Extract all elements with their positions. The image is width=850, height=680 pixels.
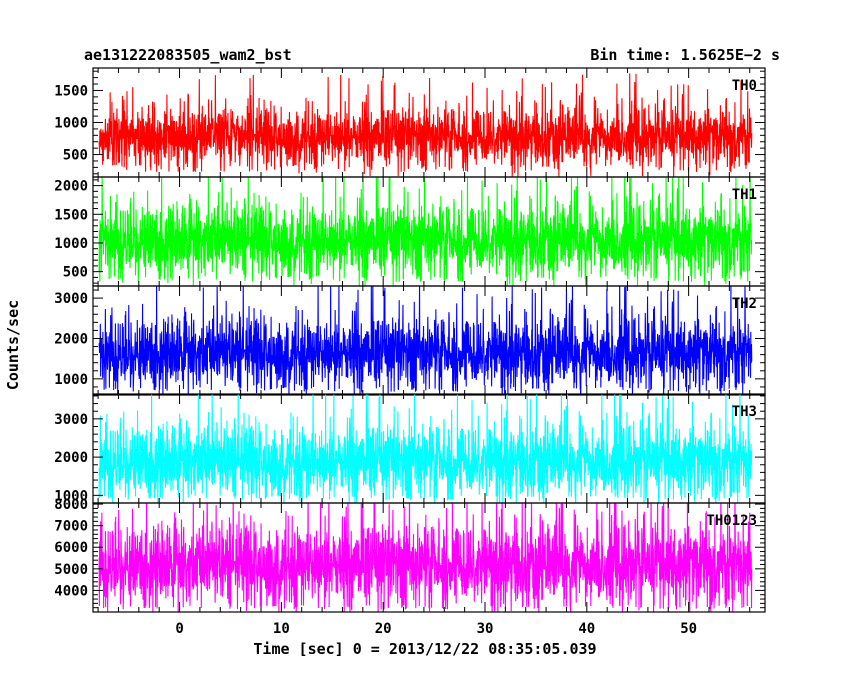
panel-label-th3: TH3 [732, 404, 757, 420]
x-tick-label: 20 [375, 621, 392, 637]
panel-th2: 1000 2000 3000 TH2 [54, 285, 766, 396]
panel-label-th0123: TH0123 [706, 513, 757, 529]
x-tick-label: 30 [477, 621, 494, 637]
y-tick-label: 1000 [54, 236, 88, 252]
bin-time-label: Bin time: 1.5625E−2 s [590, 46, 780, 64]
panel-frame [92, 285, 766, 396]
panel-frame [92, 502, 766, 613]
panel-label-th2: TH2 [732, 296, 757, 312]
y-tick-label: 7000 [54, 519, 88, 535]
panel-th1: 500 1000 1500 2000 TH1 [54, 176, 766, 287]
y-tick-label: 5000 [54, 562, 88, 578]
y-tick-label: 500 [63, 265, 88, 281]
series-line-th3 [98, 394, 753, 503]
panel-th0123: 4000 5000 6000 7000 8000 TH0123 [54, 497, 766, 613]
x-tick-label: 50 [680, 621, 697, 637]
y-tick-label: 500 [63, 148, 88, 164]
y-tick-label: 6000 [54, 540, 88, 556]
y-tick-label: 2000 [54, 179, 88, 195]
y-tick-label: 1500 [54, 207, 88, 223]
x-tick-label: 10 [273, 621, 290, 637]
panel-label-th0: TH0 [732, 78, 757, 94]
panel-label-th1: TH1 [732, 187, 757, 203]
y-tick-label: 2000 [54, 331, 88, 347]
y-tick-label: 8000 [54, 497, 88, 513]
y-tick-label: 3000 [54, 412, 88, 428]
x-tick-label: 0 [175, 621, 183, 637]
y-tick-label: 1000 [54, 488, 88, 504]
x-axis-label: Time [sec] 0 = 2013/12/22 08:35:05.039 [253, 640, 596, 658]
figure-title: ae131222083505_wam2_bst [84, 46, 292, 64]
y-tick-label: 1500 [54, 83, 88, 99]
y-tick-label: 4000 [54, 583, 88, 599]
y-tick-label: 1000 [54, 116, 88, 132]
series-line-th0123 [98, 503, 753, 612]
y-axis-label: Counts/sec [4, 300, 22, 390]
y-tick-label: 1000 [54, 372, 88, 388]
series-line-th2 [98, 286, 753, 395]
y-tick-label: 3000 [54, 291, 88, 307]
series-line-th0 [98, 73, 753, 177]
y-tick-label: 2000 [54, 450, 88, 466]
x-tick-label: 40 [578, 621, 595, 637]
series-line-th1 [98, 177, 753, 286]
